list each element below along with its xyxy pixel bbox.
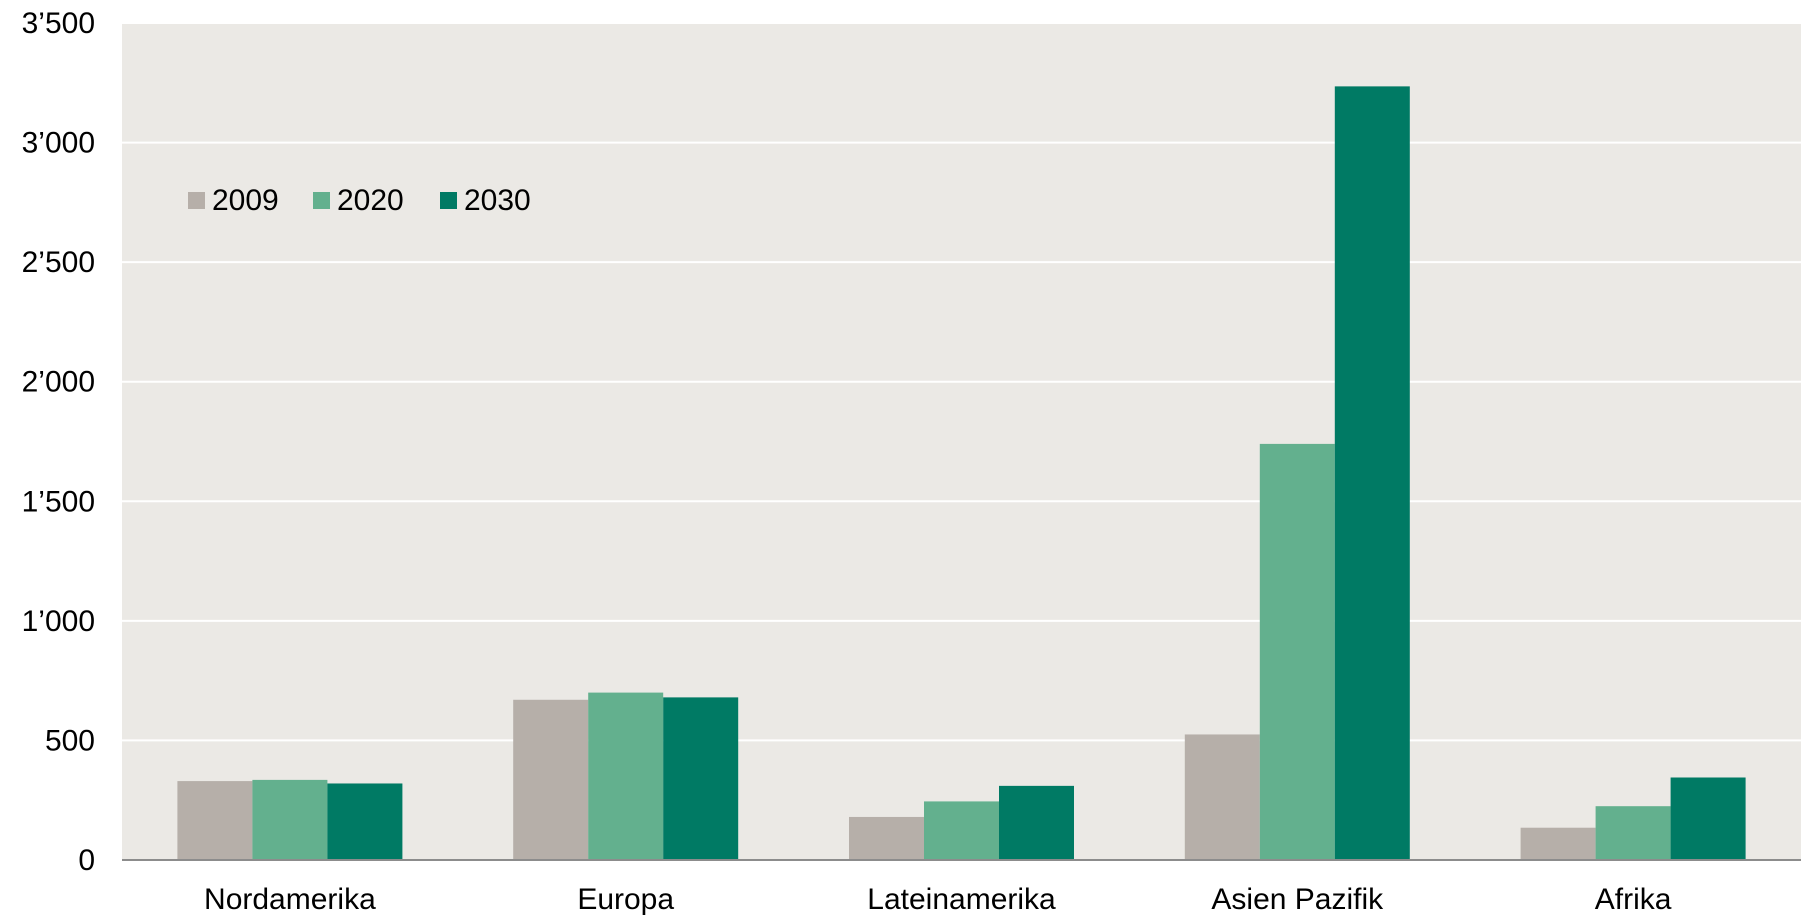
bar-2009-nordamerika [177, 781, 253, 860]
plot-area [122, 23, 1801, 860]
y-tick-label: 2’000 [22, 366, 95, 399]
x-category-label: Lateinamerika [867, 883, 1056, 916]
y-axis-tick-labels: 0 500 1’000 1’500 2’000 2’500 3’000 3’500 [22, 7, 95, 877]
gridlines [122, 22, 1801, 742]
x-axis-category-labels: Nordamerika Europa Lateinamerika Asien Pazi… [204, 883, 1672, 916]
y-tick-label: 500 [45, 724, 95, 757]
y-tick-label: 3’500 [22, 7, 95, 40]
bar-2020-nordamerika [252, 779, 328, 860]
bar-2020-asien-pazifik [1259, 443, 1335, 860]
legend-label-2009: 2009 [212, 184, 279, 217]
legend-swatch-2020 [313, 192, 330, 209]
x-category-label: Afrika [1595, 883, 1672, 916]
bar-2030-europa [663, 697, 739, 860]
bar-2009-asien-pazifik [1184, 734, 1260, 860]
bar-2030-lateinamerika [999, 785, 1074, 860]
bar-2009-europa [513, 699, 589, 860]
y-tick-label: 2’500 [22, 246, 95, 279]
y-tick-label: 1’500 [22, 485, 95, 518]
bar-2030-afrika [1670, 777, 1746, 860]
legend: 2009 2020 2030 [188, 184, 531, 217]
bar-2020-lateinamerika [924, 801, 999, 860]
bar-2009-afrika [1520, 827, 1596, 860]
bar-2009-lateinamerika [849, 816, 924, 860]
y-tick-label: 3’000 [22, 127, 95, 160]
bar-2020-afrika [1595, 806, 1671, 860]
x-category-label: Nordamerika [204, 883, 376, 916]
bar-2030-nordamerika [327, 783, 403, 860]
x-category-label: Asien Pazifik [1211, 883, 1384, 916]
bar-2020-europa [588, 692, 664, 860]
bar-2030-asien-pazifik [1334, 86, 1410, 860]
legend-swatch-2030 [440, 192, 457, 209]
y-tick-label: 0 [78, 844, 95, 877]
bars [177, 86, 1746, 860]
x-category-label: Europa [577, 883, 674, 916]
y-tick-label: 1’000 [22, 605, 95, 638]
legend-label-2030: 2030 [464, 184, 531, 217]
legend-swatch-2009 [188, 192, 205, 209]
legend-label-2020: 2020 [337, 184, 404, 217]
